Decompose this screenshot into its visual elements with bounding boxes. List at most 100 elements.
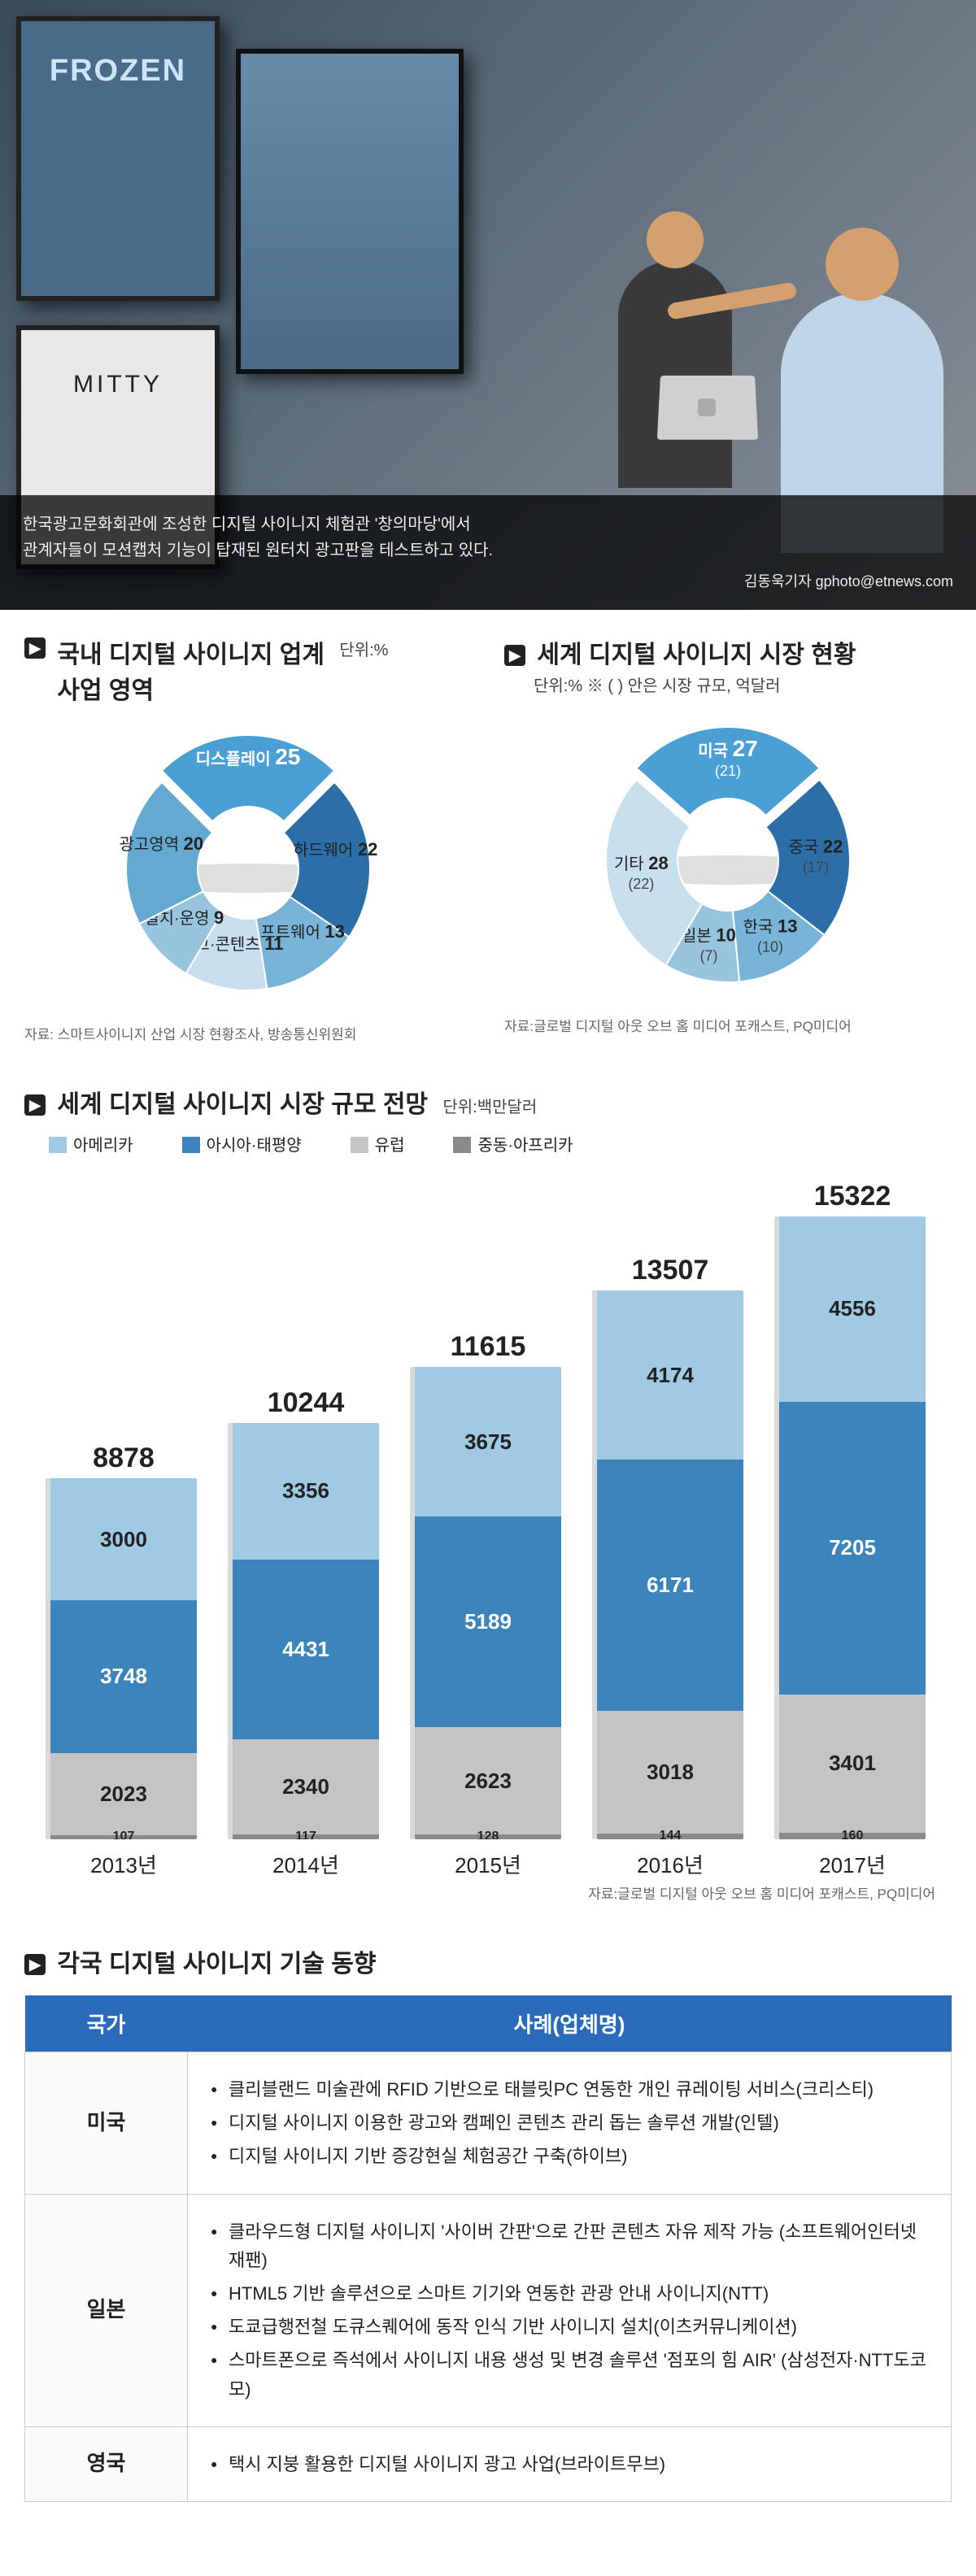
pie-charts-row: ▶ 국내 디지털 사이니지 업계 사업 영역 단위:% 디스플레이 25하드웨어… [0,610,976,1051]
bar-segment: 128 [415,1834,561,1839]
poster-frozen: FROZEN [16,16,220,301]
bar-title: ▶ 세계 디지털 사이니지 시장 규모 전망 단위:백만달러 [24,1084,952,1120]
legend-label: 아메리카 [73,1132,133,1155]
arrow-icon: ▶ [504,645,525,666]
pie-sublabel: (22) [628,876,654,892]
bar-segment: 3356 [233,1423,379,1560]
table-row: 미국클리블랜드 미술관에 RFID 기반으로 태블릿PC 연동한 개인 큐레이팅… [25,2052,952,2195]
tech-table-body: 미국클리블랜드 미술관에 RFID 기반으로 태블릿PC 연동한 개인 큐레이팅… [25,2052,952,2502]
item-list: 클리블랜드 미술관에 RFID 기반으로 태블릿PC 연동한 개인 큐레이팅 서… [211,2075,928,2171]
pie1: ▶ 국내 디지털 사이니지 업계 사업 영역 단위:% 디스플레이 25하드웨어… [24,634,472,1043]
pie-sublabel: (17) [803,859,829,876]
table-row: 영국 택시 지붕 활용한 디지털 사이니지 광고 사업(브라이트무브) [25,2426,952,2501]
pie1-title-text: 국내 디지털 사이니지 업계 사업 영역 [57,634,325,706]
list-item: 스마트폰으로 즉석에서 사이니지 내용 생성 및 변경 솔루션 '점포의 힘 A… [211,2346,928,2403]
bar-column: 135074174617130181442016년 [597,1290,743,1879]
legend-item: 아시아·태평양 [182,1132,326,1155]
legend-swatch [182,1137,200,1153]
pie1-title: ▶ 국내 디지털 사이니지 업계 사업 영역 단위:% [24,634,472,706]
bar-segment: 4431 [233,1560,379,1740]
bar-stack: 300037482023107 [50,1478,197,1839]
cell-items: 클라우드형 디지털 사이니지 '사이버 간판'으로 간판 콘텐츠 자유 제작 가… [188,2194,952,2426]
legend-label: 아시아·태평양 [207,1132,302,1155]
table-row: 일본 클라우드형 디지털 사이니지 '사이버 간판'으로 간판 콘텐츠 자유 제작… [25,2194,952,2426]
bar-segment: 144 [597,1834,743,1839]
th-cases: 사례(업체명) [188,1995,952,2052]
list-item: 택시 지붕 활용한 디지털 사이니지 광고 사업(브라이트무브) [211,2450,928,2478]
bar-chart: 88783000374820231072013년 10244 33564431234… [24,1180,952,1879]
bar-title-text: 세계 디지털 사이니지 시장 규모 전망 [57,1091,428,1118]
hero-caption-text: 한국광고문화회관에 조성한 디지털 사이니지 체험관 '창의마당'에서 관계자들… [23,511,953,564]
bar-legend: 아메리카아시아·태평양유럽중동·아프리카 [49,1132,952,1155]
poster-frozen-title: FROZEN [21,21,215,89]
pie-label: 광고영역 20 [120,833,204,854]
arrow-icon: ▶ [24,1954,46,1975]
pie1-chart: 디스플레이 25하드웨어 22소프트웨어 13광고·콘텐츠 11설치·운영 9광… [45,722,451,1015]
pie-label: 하드웨어 22 [294,839,378,859]
legend-swatch [351,1137,368,1153]
pie-label: 한국 13 [743,916,798,937]
legend-item: 아메리카 [49,1132,158,1155]
table-title-text: 각국 디지털 사이니지 기술 동향 [57,1951,376,1978]
bar-year: 2015년 [415,1849,561,1879]
bar-unit: 단위:백만달러 [442,1099,537,1116]
table-title: ▶ 각국 디지털 사이니지 기술 동향 [24,1943,952,1979]
legend-item: 유럽 [351,1132,429,1155]
pie2: ▶ 세계 디지털 사이니지 시장 현황 단위:% ※ ( ) 안은 시장 규모,… [504,634,952,1043]
bar-segment: 7205 [779,1402,926,1695]
bar-section: ▶ 세계 디지털 사이니지 시장 규모 전망 단위:백만달러 아메리카 아시아·태… [0,1051,976,1919]
bar-segment: 2623 [415,1727,561,1834]
bar-total: 15322 [779,1181,926,1212]
bar-segment: 3401 [779,1695,926,1833]
list-item: 클라우드형 디지털 사이니지 '사이버 간판'으로 간판 콘텐츠 자유 제작 가… [211,2217,928,2274]
list-item: 도쿄급행전철 도큐스퀘어에 동작 인식 기반 사이니지 설치(이츠커뮤니케이션) [211,2313,928,2341]
pie2-title-text: 세계 디지털 사이니지 시장 현황 [537,642,856,668]
bar-segment: 3000 [50,1478,197,1600]
pie2-title: ▶ 세계 디지털 사이니지 시장 현황 단위:% ※ ( ) 안은 시장 규모,… [504,634,952,698]
item-list: 택시 지붕 활용한 디지털 사이니지 광고 사업(브라이트무브) [211,2450,928,2478]
pie-label: 일본 10 [682,925,736,945]
bar-segment: 2340 [233,1739,379,1834]
item-list: 클라우드형 디지털 사이니지 '사이버 간판'으로 간판 콘텐츠 자유 제작 가… [211,2217,928,2404]
table-section: ▶ 각국 디지털 사이니지 기술 동향 국가 사례(업체명) 미국클리블랜드 미… [0,1919,976,2535]
pie-sublabel: (21) [715,763,741,779]
arrow-icon: ▶ [24,1094,46,1116]
pie1-unit: 단위:% [339,642,388,659]
arrow-icon: ▶ [24,637,46,659]
cell-country: 영국 [25,2426,188,2501]
pie1-source: 자료: 스마트사이니지 산업 시장 현황조사, 방송통신위원회 [24,1023,472,1043]
bar-column: 88783000374820231072013년 [50,1478,197,1879]
bar-total: 8878 [50,1442,197,1474]
bar-segment: 4556 [779,1216,926,1402]
bar-total: 13507 [597,1255,743,1286]
list-item: 클리블랜드 미술관에 RFID 기반으로 태블릿PC 연동한 개인 큐레이팅 서… [211,2075,928,2104]
legend-swatch [453,1137,471,1153]
pie-label: 중국 22 [789,837,843,857]
pie2-source: 자료:글로벌 디지털 아웃 오브 홈 미디어 포캐스트, PQ미디어 [504,1015,952,1035]
hero-people [537,203,943,488]
hero-credit: 김동욱기자 gphoto@etnews.com [23,570,953,594]
list-item: 디지털 사이니지 이용한 광고와 캠페인 콘텐츠 관리 돕는 솔루션 개발(인텔… [211,2108,928,2137]
bar-segment: 3018 [597,1711,743,1834]
person-back [618,260,732,488]
bar-total: 11615 [415,1331,561,1363]
cell-items: 택시 지붕 활용한 디지털 사이니지 광고 사업(브라이트무브) [188,2426,952,2501]
bar-segment: 3748 [50,1600,197,1752]
bar-stack: 335644312340117 [233,1423,379,1839]
bar-stack: 455672053401160 [779,1216,926,1839]
bar-segment: 117 [233,1834,379,1839]
digital-signage-screen [236,49,464,374]
bar-segment: 4174 [597,1290,743,1460]
pie2-unit: 단위:% ※ ( ) 안은 시장 규모, 억달러 [534,677,781,695]
cell-country: 일본 [25,2194,188,2426]
pie-sublabel: (10) [757,939,783,955]
bar-column: 102443356443123401172014년 [233,1423,379,1879]
bar-year: 2014년 [233,1849,379,1879]
bar-year: 2016년 [597,1849,743,1879]
bar-segment: 107 [50,1835,197,1839]
tech-table: 국가 사례(업체명) 미국클리블랜드 미술관에 RFID 기반으로 태블릿PC … [24,1995,952,2502]
bar-total: 10244 [233,1387,379,1419]
bar-segment: 160 [779,1833,926,1839]
bar-year: 2017년 [779,1849,926,1879]
bar-column: 116153675518926231282015년 [415,1367,561,1879]
